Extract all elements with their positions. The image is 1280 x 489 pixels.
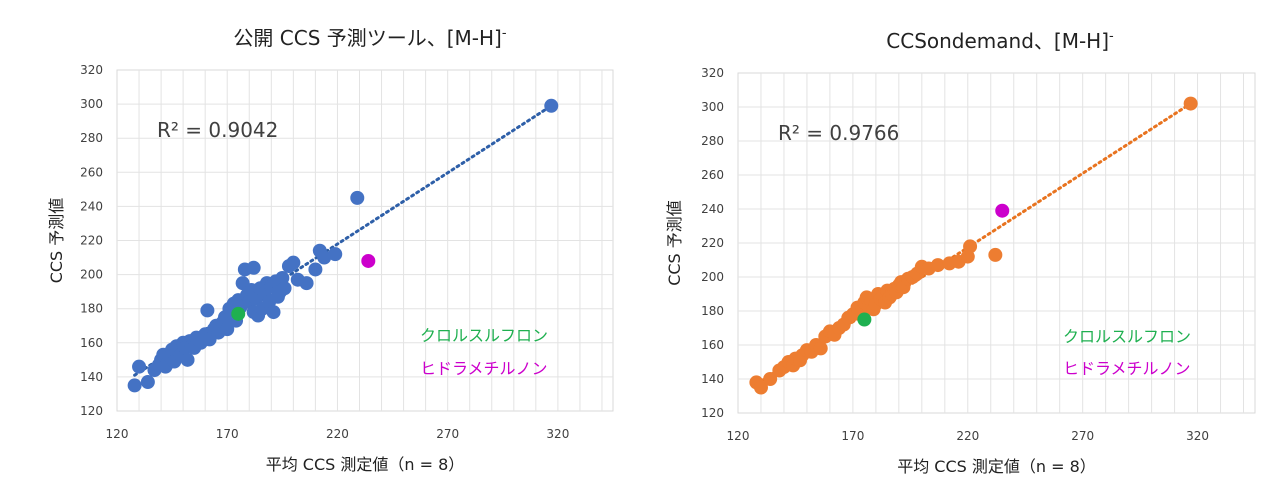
data-point — [988, 247, 1003, 262]
highlight-point — [995, 203, 1010, 218]
data-point — [180, 352, 195, 367]
data-point — [266, 305, 281, 320]
y-tick-label: 320 — [701, 66, 724, 80]
data-point — [763, 372, 778, 386]
data-point — [286, 255, 301, 270]
chart-panel-1: 120 140 160 180 200 220 240 260 280 300 320 120 170 2… — [47, 26, 614, 474]
x-tick-label: 220 — [956, 429, 979, 443]
y-tick-label: 140 — [701, 372, 724, 386]
data-point — [308, 262, 323, 277]
y-tick-label: 300 — [701, 100, 724, 114]
x-tick-label: 270 — [1071, 429, 1094, 443]
x-tick-label: 120 — [727, 429, 750, 443]
data-point — [963, 239, 978, 254]
data-point — [350, 190, 365, 205]
r-squared-label: R² = 0.9042 — [157, 118, 278, 142]
y-axis-label: CCS 予測値 — [665, 200, 684, 286]
x-tick-label: 220 — [326, 427, 349, 441]
chart-title: CCSondemand、[M-H]- — [886, 29, 1114, 53]
data-point — [277, 281, 292, 296]
highlight-point — [857, 312, 872, 327]
y-tick-label: 260 — [701, 168, 724, 182]
x-axis-label: 平均 CCS 測定値（n = 8） — [897, 457, 1096, 476]
legend-entry: クロルスルフロン — [420, 326, 548, 345]
y-axis-label: CCS 予測値 — [47, 198, 66, 284]
y-tick-label: 220 — [701, 236, 724, 250]
highlight-point — [231, 306, 246, 321]
data-point — [220, 322, 235, 337]
data-point — [544, 98, 559, 113]
y-tick-label: 160 — [80, 336, 103, 350]
data-point — [1183, 96, 1198, 111]
chart-title-superscript: - — [1109, 29, 1114, 44]
legend-entry: ヒドラメチルノン — [1063, 359, 1191, 378]
data-point — [127, 378, 142, 393]
y-tick-label: 120 — [701, 406, 724, 420]
y-tick-label: 240 — [80, 199, 103, 213]
y-tick-label: 200 — [80, 268, 103, 282]
y-tick-label: 240 — [701, 202, 724, 216]
y-tick-label: 220 — [80, 234, 103, 248]
data-point — [753, 380, 768, 395]
legend-entry: クロルスルフロン — [1063, 327, 1191, 346]
y-tick-label: 260 — [80, 165, 103, 179]
y-tick-label: 180 — [701, 304, 724, 318]
x-tick-label: 170 — [841, 429, 864, 443]
y-tick-label: 280 — [701, 134, 724, 148]
data-point — [813, 341, 828, 356]
y-tick-label: 140 — [80, 370, 103, 384]
data-point — [200, 303, 215, 318]
x-tick-label: 320 — [546, 427, 569, 441]
x-axis-label: 平均 CCS 測定値（n = 8） — [266, 455, 465, 474]
x-tick-label: 170 — [216, 427, 239, 441]
highlight-point — [361, 253, 376, 268]
x-tick-label: 120 — [106, 427, 129, 441]
y-tick-label: 320 — [80, 63, 103, 77]
chart-title: 公開 CCS 予測ツール、[M-H]- — [233, 26, 506, 50]
data-point — [930, 258, 945, 273]
y-tick-label: 160 — [701, 338, 724, 352]
x-tick-label: 320 — [1186, 429, 1209, 443]
data-point — [132, 359, 147, 374]
data-point — [299, 276, 314, 291]
y-tick-label: 300 — [80, 97, 103, 111]
chart-panel-2: 120 140 160 180 200 220 240 260 280 300 320 120 170 2… — [665, 29, 1256, 476]
legend-entry: ヒドラメチルノン — [420, 359, 548, 378]
r-squared-label: R² = 0.9766 — [778, 121, 899, 145]
data-point — [140, 375, 155, 390]
y-tick-label: 280 — [80, 131, 103, 145]
y-tick-label: 120 — [80, 404, 103, 418]
data-point — [246, 260, 261, 275]
data-point — [317, 250, 332, 265]
y-tick-label: 180 — [80, 302, 103, 316]
chart-title-superscript: - — [502, 26, 507, 41]
data-point — [328, 247, 343, 262]
y-tick-label: 200 — [701, 270, 724, 284]
x-tick-label: 270 — [436, 427, 459, 441]
